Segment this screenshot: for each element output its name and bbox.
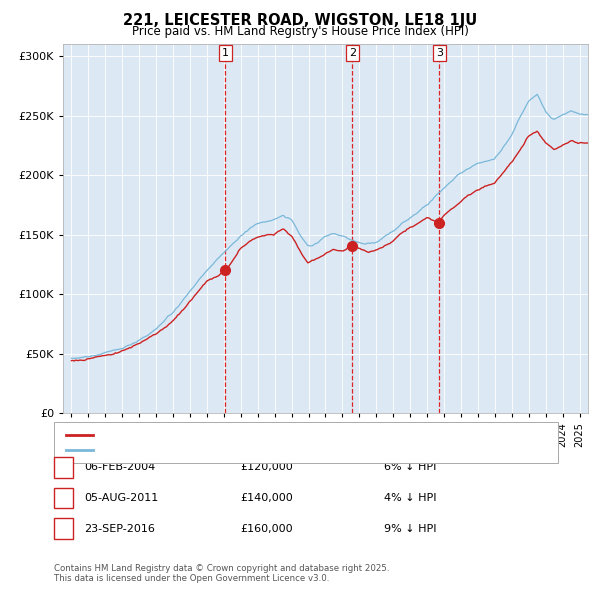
Text: 4% ↓ HPI: 4% ↓ HPI	[384, 493, 437, 503]
Text: 2: 2	[60, 493, 67, 503]
Text: £120,000: £120,000	[240, 463, 293, 472]
Text: 221, LEICESTER ROAD, WIGSTON, LE18 1JU: 221, LEICESTER ROAD, WIGSTON, LE18 1JU	[123, 13, 477, 28]
Text: Price paid vs. HM Land Registry's House Price Index (HPI): Price paid vs. HM Land Registry's House …	[131, 25, 469, 38]
Text: HPI: Average price, semi-detached house, Oadby and Wigston: HPI: Average price, semi-detached house,…	[99, 445, 423, 455]
Text: 1: 1	[222, 48, 229, 58]
Text: 23-SEP-2016: 23-SEP-2016	[84, 524, 155, 533]
Text: Contains HM Land Registry data © Crown copyright and database right 2025.
This d: Contains HM Land Registry data © Crown c…	[54, 563, 389, 583]
Text: 9% ↓ HPI: 9% ↓ HPI	[384, 524, 437, 533]
Text: 2: 2	[349, 48, 356, 58]
Text: 6% ↓ HPI: 6% ↓ HPI	[384, 463, 436, 472]
Text: £160,000: £160,000	[240, 524, 293, 533]
Text: 06-FEB-2004: 06-FEB-2004	[84, 463, 155, 472]
Text: 3: 3	[60, 524, 67, 533]
Text: 221, LEICESTER ROAD, WIGSTON, LE18 1JU (semi-detached house): 221, LEICESTER ROAD, WIGSTON, LE18 1JU (…	[99, 430, 448, 440]
Text: 3: 3	[436, 48, 443, 58]
Text: £140,000: £140,000	[240, 493, 293, 503]
Text: 05-AUG-2011: 05-AUG-2011	[84, 493, 158, 503]
Text: 1: 1	[60, 463, 67, 472]
